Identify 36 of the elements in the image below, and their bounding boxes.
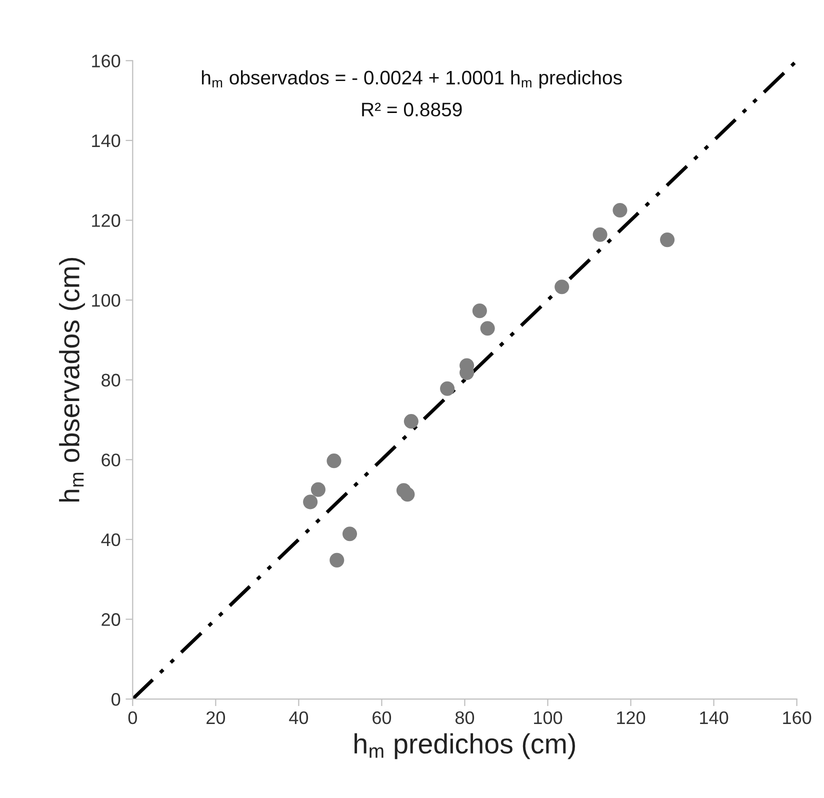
y-tick-label: 20 — [102, 613, 120, 626]
x-tick-label: 100 — [534, 711, 562, 724]
point — [326, 454, 342, 468]
x-tick-label: 0 — [128, 711, 137, 724]
x-tick-label: 140 — [700, 711, 728, 724]
x-tick-label: 60 — [372, 711, 392, 724]
point — [592, 227, 608, 242]
y-tick-label: 140 — [92, 134, 120, 148]
x-tick-label: 40 — [289, 711, 308, 724]
y-tick-label: 80 — [102, 374, 120, 387]
point — [310, 482, 326, 497]
x-tick-label: 120 — [617, 711, 646, 724]
y-tick-label: 160 — [92, 54, 120, 68]
point — [554, 280, 570, 294]
x-axis-title: h$_{m}$ predichos (cm) — [354, 733, 575, 760]
annotation: h$_{m}$ observados = - 0.0024 + 1.0001 h$_{m}$ predichos — [202, 70, 622, 88]
point — [612, 202, 628, 218]
point — [404, 414, 418, 429]
x-tick-label: 80 — [455, 711, 474, 724]
point — [480, 321, 495, 336]
point — [400, 487, 415, 502]
y-tick-label: 0 — [112, 692, 120, 706]
y-tick-label: 40 — [101, 533, 120, 546]
point — [330, 552, 344, 568]
x-tick-label: 20 — [206, 711, 226, 724]
point — [440, 381, 455, 396]
y-tick-label: 120 — [92, 214, 120, 227]
y-tick-label: 60 — [102, 454, 120, 466]
y-tick-label: 100 — [92, 294, 120, 307]
annotation: R² = 0.8859 — [362, 102, 462, 116]
point — [342, 526, 358, 542]
point — [303, 494, 318, 510]
y-axis-title: h$_{m}$ observados (cm) — [59, 258, 85, 502]
point — [472, 304, 487, 318]
point — [660, 232, 675, 248]
x-tick-label: 160 — [783, 711, 812, 724]
